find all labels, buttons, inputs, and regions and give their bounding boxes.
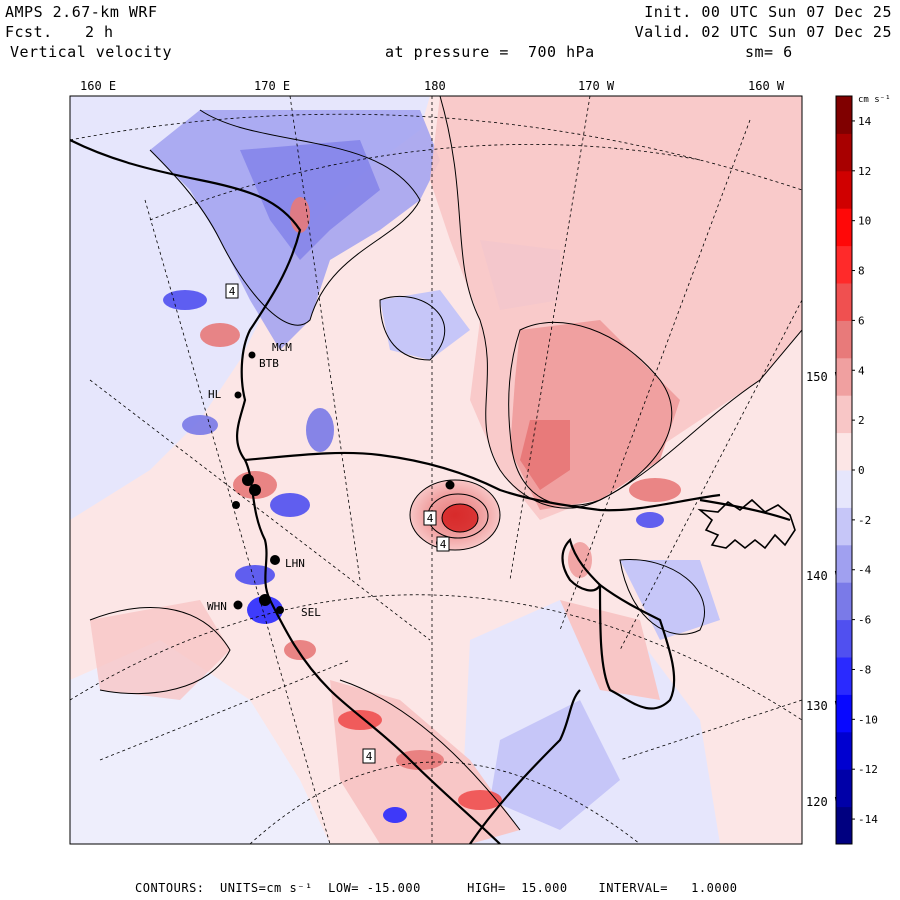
colorbar-units: cm s⁻¹ bbox=[858, 95, 891, 105]
colorbar-swatch bbox=[836, 320, 852, 359]
station-label-whn: WHN bbox=[207, 600, 227, 613]
colorbar-tick-label: -4 bbox=[858, 564, 872, 577]
colorbar-swatch bbox=[836, 544, 852, 583]
colorbar-swatch bbox=[836, 694, 852, 733]
colorbar-swatch bbox=[836, 96, 852, 134]
colorbar-tick-label: -12 bbox=[858, 763, 878, 776]
sinking-patch-4 bbox=[620, 560, 720, 640]
colorbar-tick-label: 6 bbox=[858, 314, 865, 327]
lat-label-140w: 140 W bbox=[806, 569, 843, 583]
colorbar-tick-label: 14 bbox=[858, 115, 872, 128]
rising-core-central bbox=[520, 420, 570, 490]
smoothing: sm= 6 bbox=[745, 43, 793, 61]
station-label-mcm: MCM bbox=[272, 341, 292, 354]
graticule bbox=[70, 96, 802, 844]
colorbar-swatch bbox=[836, 357, 852, 396]
lon-label-170e: 170 E bbox=[254, 79, 290, 93]
init-time: Init. 00 UTC Sun 07 Dec 25 bbox=[644, 3, 892, 21]
colorbar-tick-label: 0 bbox=[858, 464, 865, 477]
contour-max-label: 4 bbox=[440, 538, 447, 551]
rising-core-180 bbox=[442, 504, 478, 532]
colorbar: -14 -12 -10 -8 -6 -4 -2 0 2 4 6 8 10 12 14 bbox=[835, 95, 878, 845]
contour-max-boxes bbox=[225, 283, 450, 764]
rising-patch-west bbox=[90, 600, 230, 700]
marie-byrd-coast bbox=[697, 498, 796, 550]
field-name: Vertical velocity bbox=[10, 43, 173, 61]
sinking-patch-1 bbox=[380, 290, 470, 360]
colorbar-swatch bbox=[836, 470, 852, 508]
pressure-level: at pressure = 700 hPa bbox=[385, 43, 595, 61]
colorbar-swatch bbox=[836, 208, 852, 247]
forecast-label: Fcst. bbox=[5, 23, 53, 41]
colorbar-tick-label: -6 bbox=[858, 614, 871, 627]
lat-label-130w: 130 W bbox=[806, 699, 843, 713]
lon-label-160w: 160 W bbox=[748, 79, 785, 93]
colorbar-tick-label: -2 bbox=[858, 514, 871, 527]
colorbar-swatch bbox=[836, 507, 852, 546]
lon-label-180: 180 bbox=[424, 79, 446, 93]
colorbar-swatch bbox=[836, 806, 852, 845]
rising-patch-east bbox=[560, 600, 660, 700]
contours-info: CONTOURS: UNITS=cm s⁻¹ LOW= -15.000 HIGH… bbox=[135, 881, 738, 895]
colorbar-tick-label: 4 bbox=[858, 364, 865, 377]
coastline bbox=[70, 139, 791, 844]
colorbar-swatch bbox=[836, 283, 852, 321]
sinking-patch-3 bbox=[490, 700, 620, 830]
colorbar-tick-label: -10 bbox=[858, 713, 878, 726]
valid-time: Valid. 02 UTC Sun 07 Dec 25 bbox=[634, 23, 892, 41]
model-title: AMPS 2.67-km WRF bbox=[5, 3, 158, 21]
colorbar-swatch bbox=[836, 619, 852, 658]
lat-label-120w: 120 W bbox=[806, 795, 843, 809]
colorbar-swatch bbox=[836, 769, 852, 808]
station-label-btb: BTB bbox=[259, 357, 279, 370]
colorbar-swatch bbox=[836, 170, 852, 209]
map-field bbox=[70, 96, 802, 844]
colorbar-tick-label: 8 bbox=[858, 265, 865, 278]
station-label-lhn: LHN bbox=[285, 557, 305, 570]
lon-label-170w: 170 W bbox=[578, 79, 615, 93]
colorbar-swatch bbox=[836, 582, 852, 621]
colorbar-swatch bbox=[836, 245, 852, 284]
lat-label-150w: 150 W bbox=[806, 370, 843, 384]
lon-label-160e: 160 E bbox=[80, 79, 116, 93]
colorbar-swatch bbox=[836, 395, 852, 434]
colorbar-swatch bbox=[836, 731, 852, 770]
colorbar-swatch bbox=[836, 657, 852, 695]
weak-sinking-region bbox=[70, 96, 430, 520]
contour-lines bbox=[89, 96, 802, 831]
colorbar-tick-label: 12 bbox=[858, 165, 871, 178]
forecast-hours: 2 h bbox=[85, 23, 114, 41]
sinking-core-north bbox=[240, 140, 380, 260]
contour-max-label: 4 bbox=[229, 285, 236, 298]
station-label-hl: HL bbox=[208, 388, 222, 401]
map-frame bbox=[69, 95, 803, 845]
contour-max-label: 4 bbox=[427, 512, 434, 525]
colorbar-tick-label: 2 bbox=[858, 414, 865, 427]
colorbar-tick-label: -14 bbox=[858, 813, 878, 826]
colorbar-tick-label: -8 bbox=[858, 663, 871, 676]
station-label-sel: SEL bbox=[301, 606, 321, 619]
contour-max-label: 4 bbox=[366, 750, 373, 763]
colorbar-tick-label: 10 bbox=[858, 215, 871, 228]
colorbar-swatch bbox=[836, 432, 852, 471]
colorbar-swatch bbox=[836, 133, 852, 172]
